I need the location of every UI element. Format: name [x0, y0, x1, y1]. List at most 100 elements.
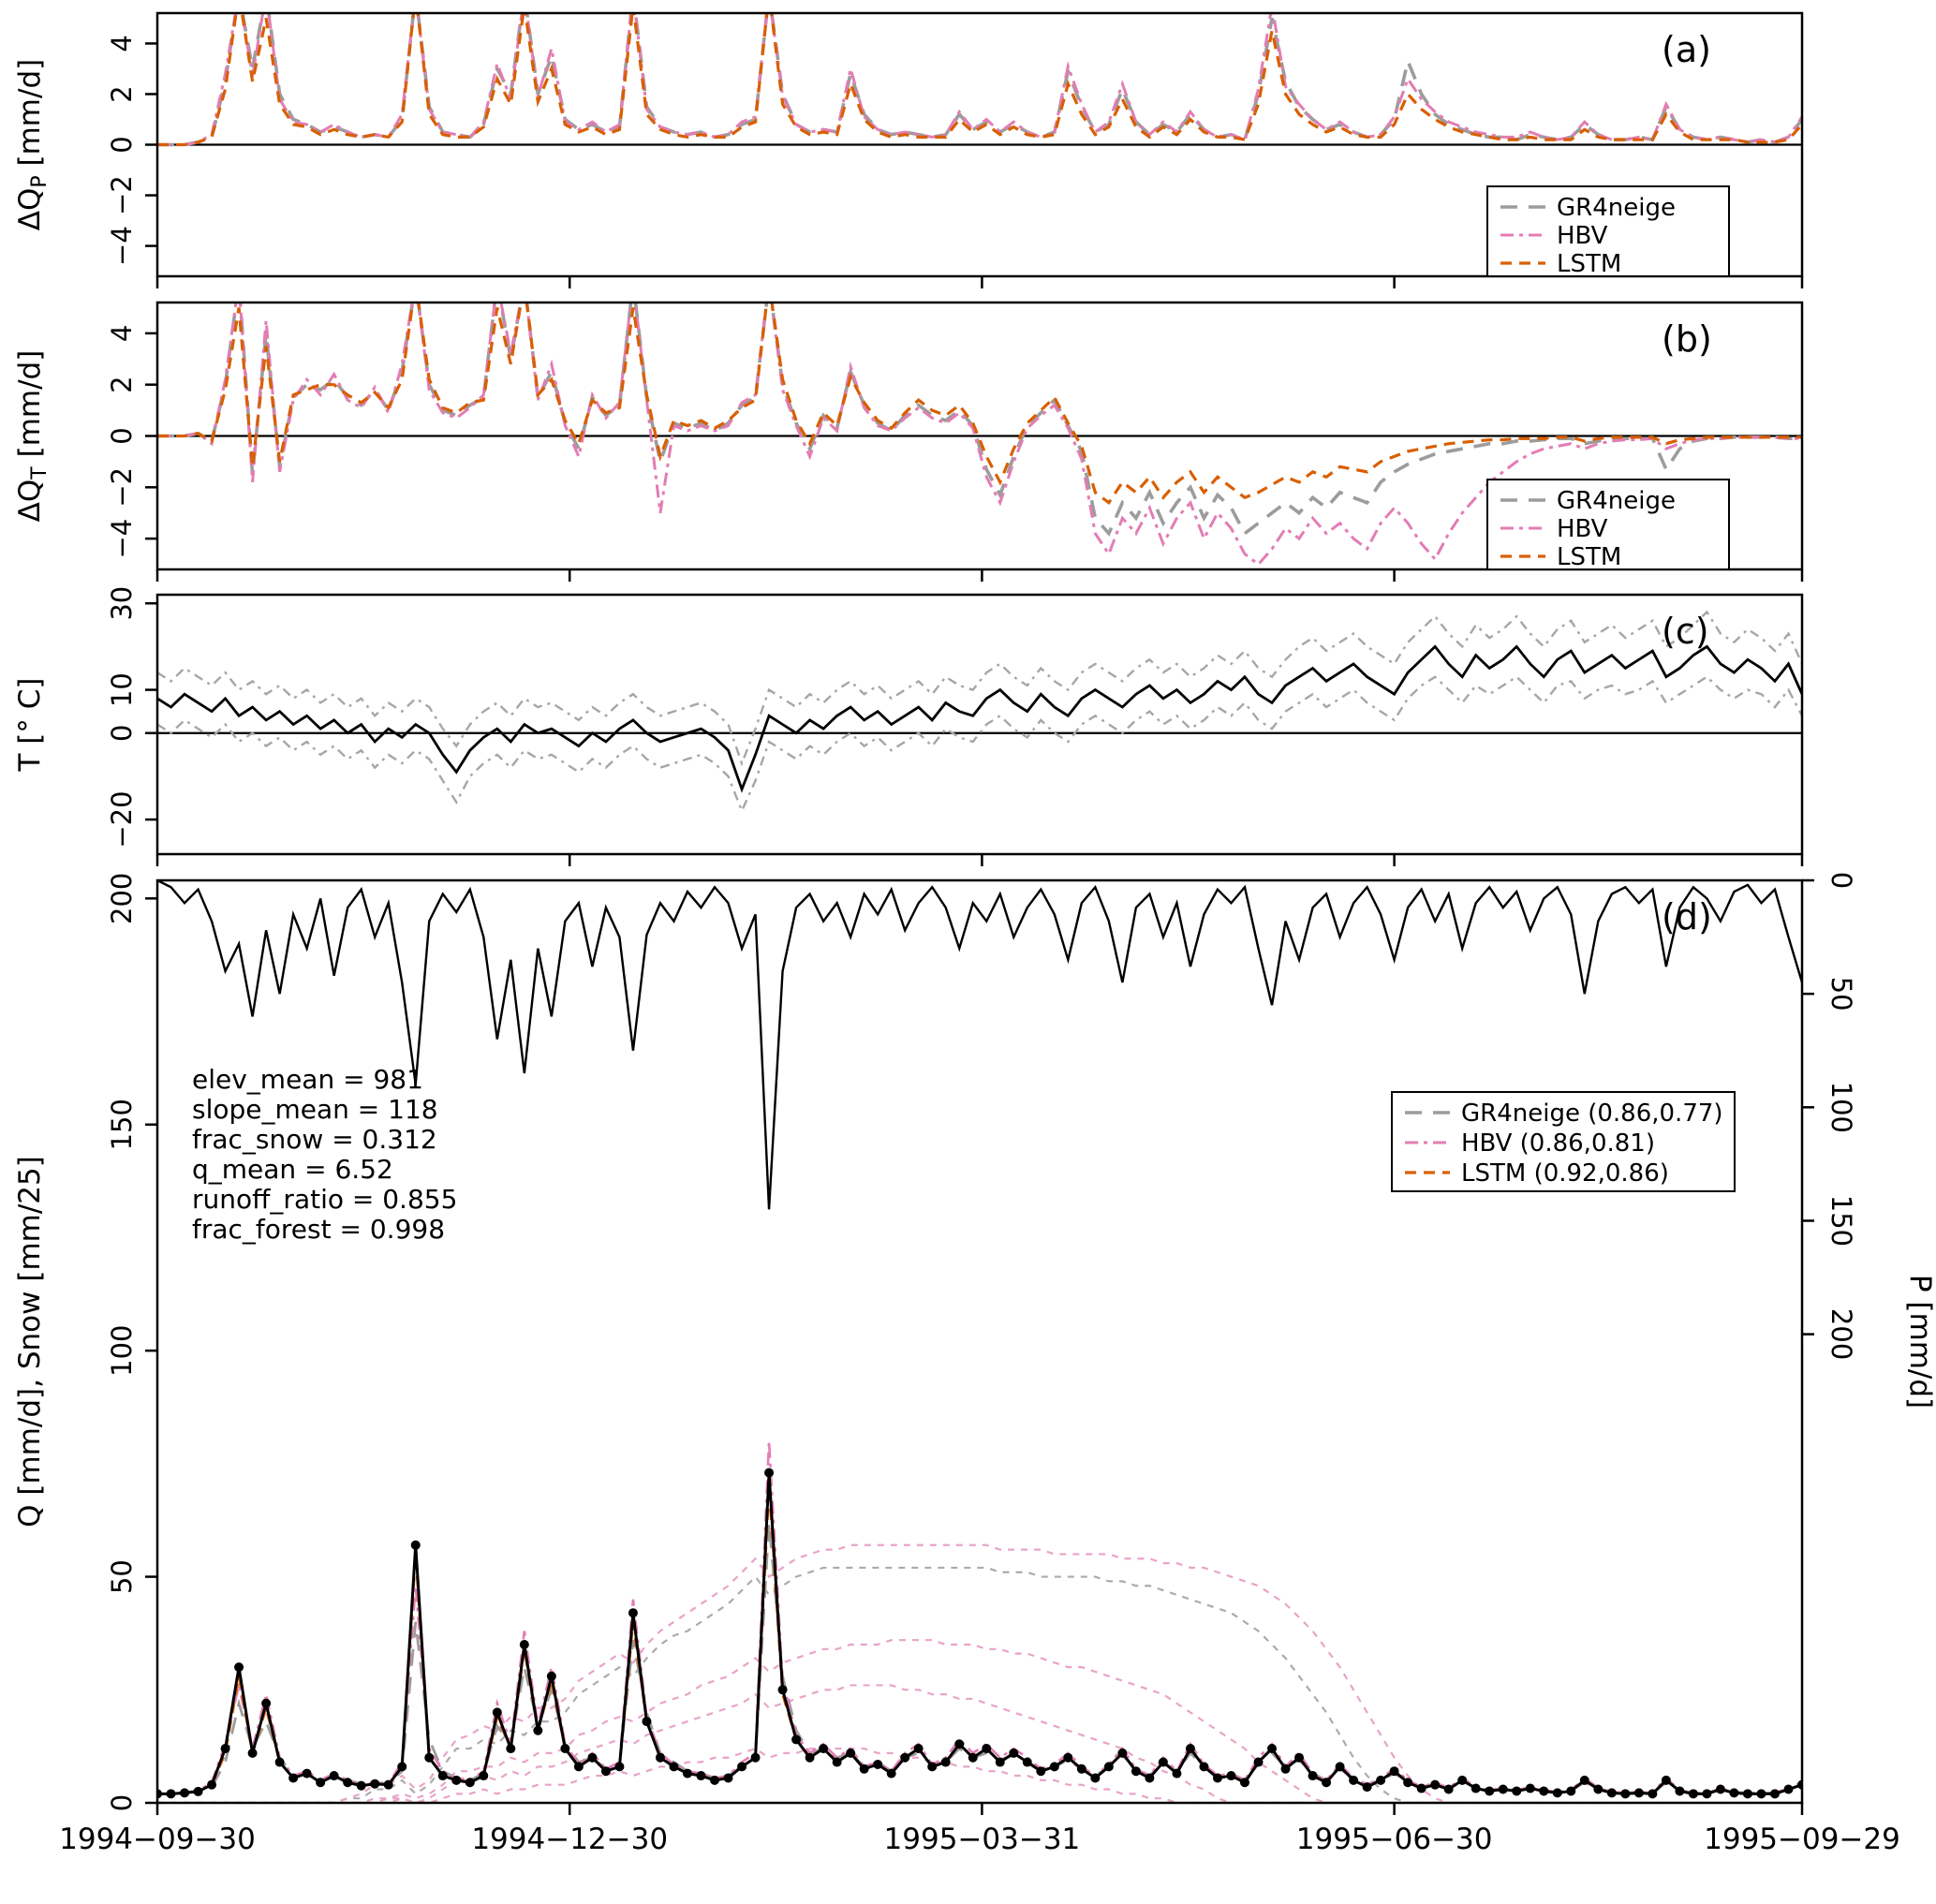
series-precipitation	[157, 880, 1802, 1210]
panel-c-canvas: −20 0 10 30 T [° C] (c)	[13, 586, 1804, 866]
obs-point	[207, 1779, 217, 1790]
y-tick-label: −20	[106, 790, 138, 848]
obs-point	[1742, 1789, 1752, 1799]
obs-point	[628, 1608, 638, 1618]
obs-point	[1076, 1764, 1086, 1774]
obs-point	[274, 1757, 285, 1767]
annotation-line-5: frac_forest = 0.998	[192, 1214, 445, 1245]
legend-d: GR4neige (0.86,0.77)HBV (0.86,0.81)LSTM …	[1391, 1091, 1736, 1192]
obs-point	[642, 1717, 652, 1727]
series-hbv-dqt	[157, 303, 1802, 567]
obs-point	[410, 1540, 421, 1550]
obs-point	[1253, 1757, 1264, 1767]
obs-point	[1063, 1752, 1073, 1763]
series-lstm-dqt	[157, 303, 1802, 506]
obs-point	[166, 1789, 176, 1799]
obs-point	[1389, 1766, 1399, 1777]
obs-point	[506, 1744, 516, 1754]
legend-box	[1486, 185, 1730, 277]
obs-point	[1620, 1789, 1631, 1799]
x-tick-label: 1995−09−29	[1704, 1823, 1900, 1856]
obs-point	[1702, 1789, 1712, 1799]
obs-point	[1485, 1786, 1495, 1796]
obs-point	[261, 1698, 272, 1708]
obs-point	[1593, 1784, 1603, 1794]
series-group	[157, 610, 1802, 814]
legend-label-2: LSTM	[1557, 543, 1621, 571]
y-tick-label: 4	[106, 35, 138, 52]
panel-b-letter: (b)	[1662, 318, 1712, 360]
obs-point	[437, 1771, 448, 1781]
obs-point	[1199, 1762, 1209, 1772]
y-tick-label: 150	[106, 1099, 138, 1150]
obs-point	[1036, 1766, 1046, 1777]
obs-point	[1525, 1783, 1535, 1793]
x-tick-label: 1994−12−30	[471, 1823, 668, 1856]
obs-point	[1117, 1748, 1128, 1758]
obs-point	[913, 1744, 924, 1754]
obs-point	[329, 1771, 339, 1781]
obs-point	[1090, 1773, 1101, 1783]
obs-point	[846, 1748, 856, 1758]
obs-point	[1769, 1789, 1780, 1799]
obs-point	[954, 1739, 965, 1749]
legend-box	[1391, 1091, 1736, 1192]
obs-point	[1457, 1775, 1468, 1785]
obs-point	[1308, 1771, 1318, 1781]
series-hbv-dqp	[157, 13, 1802, 146]
obs-point	[1294, 1752, 1305, 1763]
legend-label-1: HBV	[1557, 515, 1608, 543]
obs-point	[587, 1752, 598, 1763]
obs-point	[560, 1744, 570, 1754]
obs-point	[519, 1640, 529, 1650]
series-gr4neige-dqp	[157, 13, 1802, 147]
obs-point	[1226, 1771, 1236, 1781]
obs-point	[682, 1768, 692, 1779]
series-t-min	[157, 675, 1802, 814]
annotation-line-2: frac_snow = 0.312	[192, 1124, 437, 1155]
obs-point	[1335, 1762, 1345, 1772]
obs-point	[832, 1757, 842, 1767]
obs-point	[1131, 1766, 1141, 1777]
y-tick-label: 2	[106, 85, 138, 102]
series-snow-hbv-2	[157, 1639, 1802, 1803]
obs-point	[1430, 1779, 1441, 1790]
obs-point	[710, 1775, 720, 1785]
obs-point	[234, 1662, 244, 1673]
obs-point	[995, 1757, 1005, 1767]
legend-label-0: GR4neige	[1557, 194, 1676, 222]
obs-point	[982, 1744, 992, 1754]
obs-point	[1512, 1786, 1522, 1796]
y-tick-label: −2	[106, 467, 138, 508]
obs-point	[370, 1779, 380, 1789]
right-y-tick-label: 50	[1825, 977, 1857, 1011]
obs-point	[343, 1778, 353, 1788]
obs-point	[1349, 1775, 1359, 1785]
obs-point	[1498, 1784, 1508, 1794]
y-tick-label: −4	[106, 519, 138, 559]
obs-point	[777, 1685, 788, 1695]
obs-point	[356, 1780, 366, 1791]
obs-point	[451, 1775, 462, 1785]
y-tick-label: 0	[106, 725, 138, 742]
plot-box	[155, 593, 1804, 856]
obs-point	[968, 1752, 978, 1763]
legend-label-0: GR4neige (0.86,0.77)	[1461, 1100, 1723, 1128]
y-tick-label: 4	[106, 325, 138, 342]
series-lstm-dqp	[157, 13, 1802, 147]
legend-label-1: HBV (0.86,0.81)	[1461, 1129, 1655, 1158]
y-tick-label: 0	[106, 427, 138, 444]
series-group	[157, 13, 1802, 147]
annotation-line-3: q_mean = 6.52	[192, 1154, 393, 1185]
obs-point	[900, 1752, 910, 1763]
obs-point	[1362, 1782, 1372, 1793]
series-t-max	[157, 610, 1802, 767]
right-y-tick-label: 0	[1825, 872, 1857, 889]
y-tick-label: 30	[106, 586, 138, 621]
obs-point	[1239, 1778, 1249, 1788]
obs-point	[1212, 1773, 1222, 1783]
series-t-mean	[157, 644, 1802, 793]
